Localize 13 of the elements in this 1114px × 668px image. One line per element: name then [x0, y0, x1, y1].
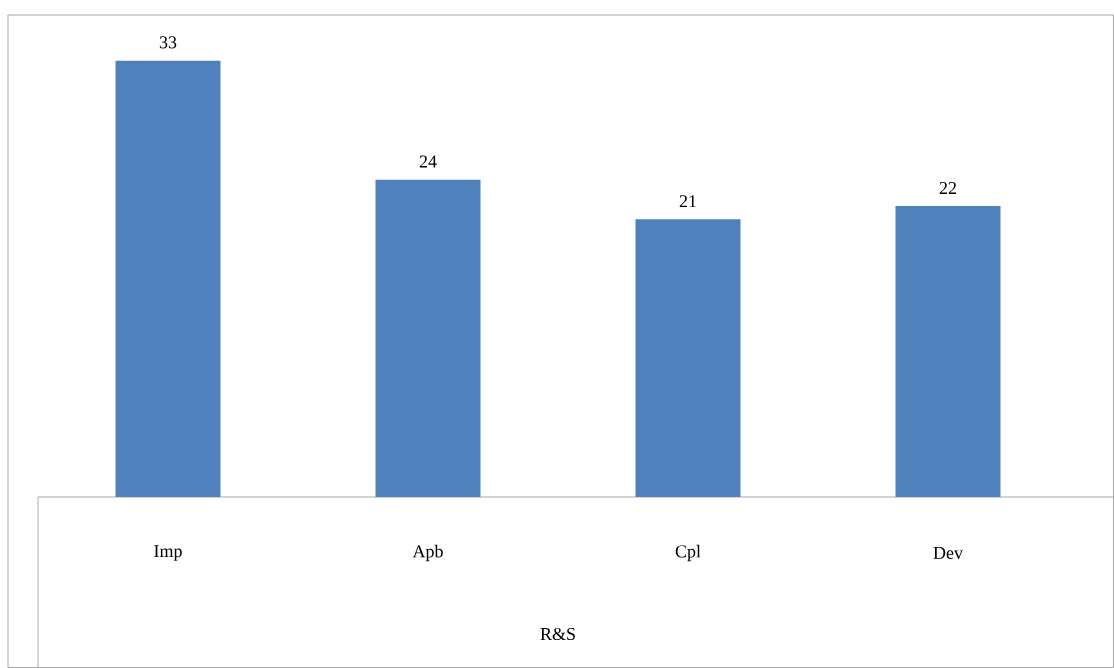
x-tick-label: Dev — [933, 547, 963, 559]
data-label: 22 — [939, 181, 956, 194]
x-tick-label: Imp — [154, 545, 182, 561]
bar — [115, 60, 221, 497]
x-tick-label: Cpl — [675, 544, 701, 562]
bar — [375, 179, 481, 497]
data-label: 21 — [679, 195, 696, 208]
bar — [895, 206, 1001, 497]
x-axis-title: R&S — [540, 627, 575, 641]
bar — [635, 219, 741, 497]
data-label: 24 — [419, 155, 437, 168]
x-tick-label: Apb — [412, 544, 443, 562]
data-label: 33 — [159, 36, 177, 49]
